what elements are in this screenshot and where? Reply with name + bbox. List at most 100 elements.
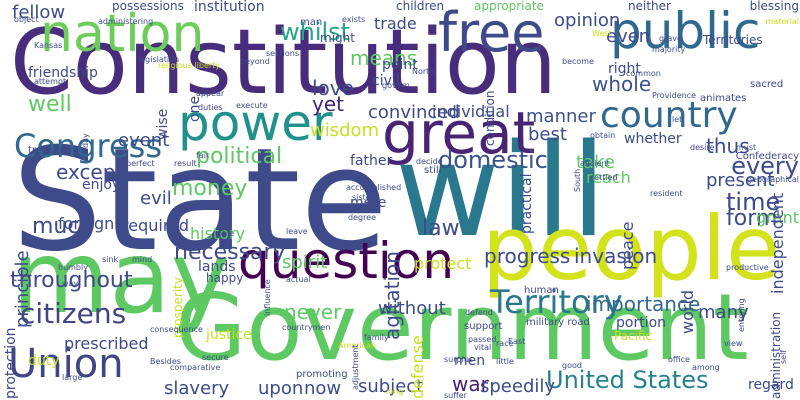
cloud-word: East bbox=[508, 337, 526, 346]
cloud-word: little bbox=[496, 357, 514, 366]
cloud-word: evil bbox=[140, 188, 172, 209]
cloud-word: country bbox=[600, 95, 738, 136]
cloud-word: public bbox=[610, 2, 761, 60]
cloud-word: material bbox=[765, 17, 799, 26]
cloud-word: agitation bbox=[380, 251, 404, 340]
cloud-word: support bbox=[464, 321, 503, 332]
cloud-word: defend bbox=[465, 308, 493, 317]
cloud-word: United States bbox=[546, 366, 709, 394]
cloud-word: citizens bbox=[20, 297, 127, 330]
cloud-word: grave bbox=[659, 34, 682, 43]
cloud-word: resident bbox=[650, 189, 683, 198]
cloud-word: man bbox=[300, 17, 323, 28]
cloud-word: men bbox=[454, 353, 486, 369]
cloud-word: upon bbox=[258, 378, 304, 399]
cloud-word: Kansas bbox=[34, 41, 63, 50]
cloud-word: promoting bbox=[296, 369, 348, 380]
cloud-word: consequence bbox=[150, 325, 203, 334]
cloud-word: fair bbox=[196, 151, 210, 160]
cloud-word: power bbox=[178, 94, 333, 152]
cloud-word: whilst bbox=[280, 18, 351, 46]
cloud-word: common bbox=[626, 69, 661, 78]
cloud-word: South bbox=[573, 168, 582, 192]
cloud-word: foreign bbox=[58, 214, 115, 233]
cloud-word: Territories bbox=[703, 33, 763, 47]
cloud-word: nation bbox=[40, 4, 205, 64]
cloud-word: actual bbox=[286, 275, 311, 284]
cloud-word: sections bbox=[266, 49, 299, 58]
cloud-word: govern bbox=[382, 81, 410, 90]
cloud-word: friendship bbox=[28, 65, 98, 81]
cloud-word: now bbox=[304, 378, 342, 399]
cloud-word: beyond bbox=[240, 57, 270, 66]
cloud-word: day bbox=[81, 133, 90, 148]
cloud-word: thus bbox=[706, 134, 750, 158]
cloud-word: well bbox=[28, 92, 72, 117]
cloud-word: great bbox=[382, 99, 536, 167]
cloud-word: neither bbox=[628, 0, 671, 13]
cloud-word: manner bbox=[526, 106, 596, 127]
cloud-word: object bbox=[14, 15, 39, 24]
cloud-word: world bbox=[678, 289, 697, 334]
cloud-word: Besides bbox=[150, 357, 181, 366]
cloud-word: result bbox=[174, 159, 197, 168]
cloud-word: take bbox=[576, 152, 615, 173]
cloud-word: attempt bbox=[34, 77, 67, 86]
cloud-word: condition bbox=[483, 90, 497, 146]
cloud-word: decide bbox=[416, 157, 443, 166]
cloud-word: money bbox=[172, 176, 248, 201]
cloud-word: regard bbox=[748, 377, 794, 393]
cloud-word: principle bbox=[12, 250, 33, 328]
cloud-word: much bbox=[32, 214, 94, 239]
cloud-word: passed bbox=[468, 335, 497, 344]
cloud-word: whether bbox=[624, 131, 682, 147]
cloud-word: appropriate bbox=[474, 0, 544, 13]
cloud-word: influence bbox=[263, 279, 272, 316]
cloud-word: required bbox=[122, 216, 190, 235]
cloud-word: means bbox=[350, 46, 418, 70]
cloud-word: opinion bbox=[554, 10, 621, 31]
cloud-word: form bbox=[726, 206, 778, 231]
cloud-word: suffer bbox=[444, 391, 467, 400]
cloud-word: importance bbox=[586, 292, 701, 316]
cloud-word: throughout bbox=[10, 268, 133, 293]
cloud-word: Territory bbox=[490, 283, 623, 321]
cloud-word: enjoy bbox=[82, 177, 121, 193]
cloud-word: spirit bbox=[282, 252, 328, 273]
cloud-word: West bbox=[592, 29, 612, 38]
cloud-word: entering bbox=[737, 298, 746, 332]
cloud-word: administering bbox=[98, 17, 154, 26]
cloud-word: American bbox=[338, 341, 377, 350]
cloud-word: every bbox=[731, 152, 799, 180]
cloud-word: sacred bbox=[750, 79, 784, 90]
cloud-word: free bbox=[438, 1, 545, 64]
cloud-word: war bbox=[452, 372, 489, 396]
cloud-word: protection bbox=[3, 327, 19, 399]
cloud-word: legislation bbox=[138, 55, 180, 64]
cloud-word: love bbox=[312, 76, 354, 100]
cloud-word: ancient bbox=[580, 159, 610, 168]
cloud-word: religious liberty bbox=[158, 61, 221, 70]
cloud-word: productive bbox=[726, 263, 769, 272]
cloud-word: will bbox=[395, 117, 607, 266]
cloud-word: Providence bbox=[652, 91, 697, 100]
cloud-word: military road bbox=[526, 317, 590, 328]
cloud-word: wise bbox=[155, 108, 171, 140]
cloud-word: invasion bbox=[574, 244, 658, 268]
cloud-word: comparative bbox=[170, 363, 221, 372]
cloud-word: practical bbox=[519, 173, 535, 234]
cloud-word: point bbox=[382, 57, 418, 73]
cloud-word: best bbox=[528, 124, 567, 145]
cloud-word: father bbox=[350, 153, 393, 169]
cloud-word: vital bbox=[474, 343, 492, 352]
cloud-word: reach bbox=[586, 168, 631, 187]
cloud-word: duties bbox=[198, 103, 223, 112]
cloud-word: humbly bbox=[58, 263, 88, 272]
cloud-word: domestic bbox=[438, 146, 548, 174]
cloud-word: Congress bbox=[14, 127, 162, 165]
cloud-word: North bbox=[412, 67, 435, 76]
cloud-word: independent bbox=[768, 192, 787, 294]
cloud-word: defense bbox=[408, 335, 427, 399]
cloud-word: appear bbox=[196, 89, 225, 98]
